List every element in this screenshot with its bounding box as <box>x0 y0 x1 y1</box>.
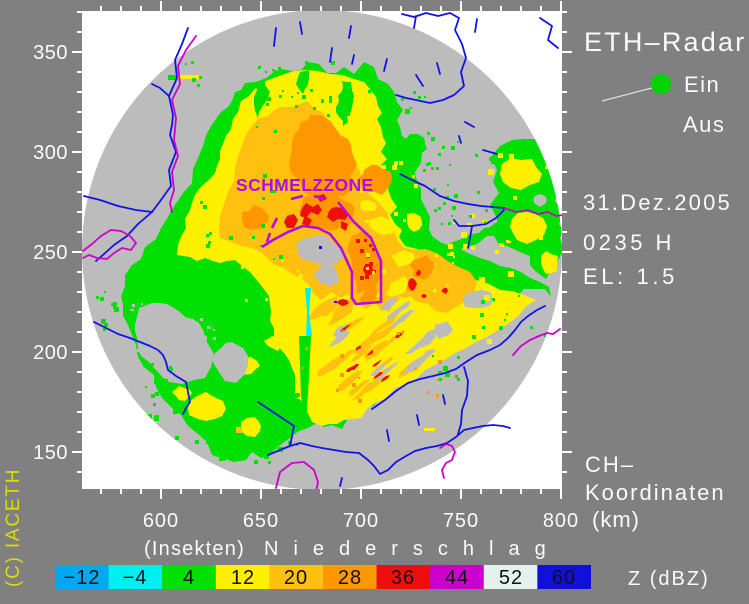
svg-text:20: 20 <box>284 567 308 589</box>
svg-text:4: 4 <box>183 567 195 589</box>
svg-text:250: 250 <box>33 242 68 264</box>
svg-text:44: 44 <box>445 567 469 589</box>
svg-text:31.Dez.2005: 31.Dez.2005 <box>583 190 732 215</box>
svg-text:EL: 1.5: EL: 1.5 <box>583 264 678 289</box>
svg-text:ETH–Radar: ETH–Radar <box>584 27 746 57</box>
svg-text:0235 H: 0235 H <box>583 230 675 255</box>
svg-text:CH–: CH– <box>585 452 635 477</box>
svg-text:−12: −12 <box>64 567 101 589</box>
svg-text:Z (dBZ): Z (dBZ) <box>628 568 710 590</box>
svg-text:Aus: Aus <box>683 112 725 137</box>
svg-text:(Insekten): (Insekten) <box>144 538 245 560</box>
svg-text:600: 600 <box>143 510 179 532</box>
svg-text:Koordinaten: Koordinaten <box>585 480 726 505</box>
svg-text:200: 200 <box>33 342 68 364</box>
svg-text:350: 350 <box>33 42 68 64</box>
svg-text:300: 300 <box>33 142 68 164</box>
svg-text:750: 750 <box>443 510 479 532</box>
svg-text:Ein: Ein <box>684 72 720 97</box>
svg-text:800: 800 <box>543 510 579 532</box>
svg-text:60: 60 <box>552 567 576 589</box>
svg-text:(C) IACETH: (C) IACETH <box>3 468 24 587</box>
svg-text:−4: −4 <box>123 567 148 589</box>
svg-text:150: 150 <box>33 442 68 464</box>
svg-text:36: 36 <box>391 567 415 589</box>
svg-text:12: 12 <box>231 567 255 589</box>
svg-text:28: 28 <box>338 567 362 589</box>
svg-text:(km): (km) <box>592 507 640 532</box>
svg-text:Niederschlag: Niederschlag <box>264 538 561 560</box>
svg-text:52: 52 <box>499 567 523 589</box>
svg-text:700: 700 <box>343 510 379 532</box>
svg-text:SCHMELZZONE: SCHMELZZONE <box>236 175 374 195</box>
svg-text:650: 650 <box>243 510 279 532</box>
